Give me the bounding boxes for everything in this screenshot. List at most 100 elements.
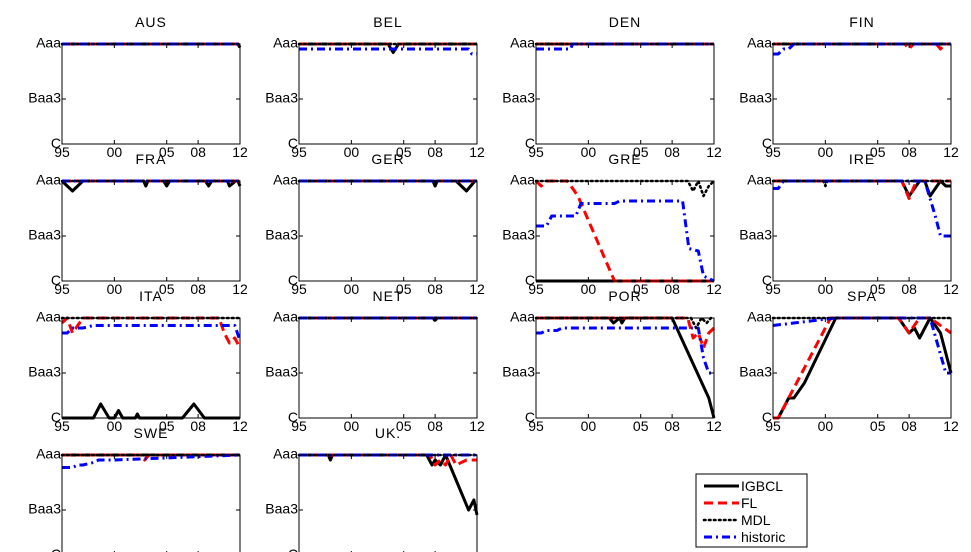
y-tick-label: Baa3 (265, 227, 298, 243)
series-group (534, 316, 716, 419)
series-group (60, 316, 242, 420)
x-tick-label: 95 (291, 281, 307, 297)
y-tick-label: Baa3 (265, 364, 298, 380)
series-group (771, 316, 953, 420)
y-tick-label: Aaa (273, 35, 298, 51)
panel-title: BEL (373, 14, 402, 30)
series-group (534, 42, 716, 51)
x-tick-label: 05 (633, 418, 649, 434)
x-tick-label: 00 (581, 281, 597, 297)
y-tick-label: C (762, 272, 772, 288)
y-tick-label: Baa3 (28, 364, 61, 380)
axes-frame (61, 317, 241, 419)
y-tick-label: Baa3 (502, 364, 535, 380)
series-line-historic (62, 324, 242, 341)
y-tick-label: C (525, 135, 535, 151)
panel-bel: BEL Aaa Baa3 C95 00 05 08 12 (265, 14, 485, 160)
y-tick-label: C (51, 409, 61, 425)
y-tick-label: Baa3 (502, 90, 535, 106)
x-tick-label: 00 (107, 144, 123, 160)
axes-frame (61, 180, 241, 282)
series-group (771, 179, 953, 238)
y-tick-label: Aaa (747, 172, 772, 188)
series-line-igbcl (773, 316, 953, 420)
x-tick-label: 08 (901, 144, 917, 160)
y-tick-label: Aaa (273, 172, 298, 188)
x-tick-label: 00 (581, 144, 597, 160)
x-tick-label: 08 (190, 144, 206, 160)
series-line-igbcl (299, 453, 479, 516)
y-tick-label: C (762, 409, 772, 425)
axes-frame (772, 180, 952, 282)
x-tick-label: 08 (427, 281, 443, 297)
y-tick-label: Aaa (36, 172, 61, 188)
panel-aus: AUS Aaa Baa3 C95 00 05 08 12 (28, 14, 248, 160)
y-tick-label: Baa3 (739, 364, 772, 380)
x-tick-label: 95 (54, 281, 70, 297)
series-group (297, 179, 479, 193)
series-group (60, 453, 242, 469)
x-tick-label: 00 (818, 144, 834, 160)
x-tick-label: 05 (870, 281, 886, 297)
x-tick-label: 95 (291, 418, 307, 434)
y-tick-label: C (525, 409, 535, 425)
x-tick-label: 00 (344, 418, 360, 434)
x-tick-label: 95 (291, 144, 307, 160)
y-tick-label: Aaa (36, 446, 61, 462)
y-tick-label: Aaa (36, 309, 61, 325)
y-tick-label: Aaa (510, 309, 535, 325)
panel-title: GER (371, 151, 404, 167)
series-group (297, 316, 479, 323)
y-tick-label: C (51, 272, 61, 288)
y-tick-label: Aaa (747, 35, 772, 51)
x-tick-label: 08 (427, 144, 443, 160)
y-tick-label: Baa3 (265, 501, 298, 517)
panel-fra: FRA Aaa Baa3 C95 00 05 08 12 (28, 151, 248, 297)
legend-label-historic: historic (741, 529, 785, 545)
panel-title: IRE (849, 151, 875, 167)
panel-title: FRA (136, 151, 167, 167)
y-tick-label: Baa3 (28, 227, 61, 243)
y-tick-label: Baa3 (739, 227, 772, 243)
panel-title: UK. (375, 425, 401, 441)
series-line-historic (62, 453, 241, 469)
x-tick-label: 12 (232, 418, 248, 434)
axes-frame (61, 43, 241, 145)
series-line-mdl (534, 179, 716, 198)
x-tick-label: 95 (54, 144, 70, 160)
x-tick-label: 12 (232, 144, 248, 160)
panel-den: DEN Aaa Baa3 C95 00 05 08 12 (502, 14, 722, 160)
panel-swe: SWEAaaBaa3C9500050812 (28, 425, 242, 552)
x-tick-label: 95 (765, 281, 781, 297)
x-tick-label: 05 (159, 418, 175, 434)
x-tick-label: 08 (427, 418, 443, 434)
x-tick-label: 05 (159, 281, 175, 297)
series-group (60, 179, 242, 193)
y-tick-label: Baa3 (28, 501, 61, 517)
series-group (534, 179, 716, 283)
x-tick-label: 08 (190, 418, 206, 434)
x-tick-label: 12 (232, 281, 248, 297)
axes-frame (535, 317, 715, 419)
series-line-fl (773, 316, 952, 420)
axes-frame (298, 317, 478, 419)
panel-title: SWE (134, 425, 169, 441)
x-tick-label: 05 (633, 144, 649, 160)
axes-frame (772, 43, 952, 145)
x-tick-label: 00 (344, 144, 360, 160)
x-tick-label: 95 (528, 418, 544, 434)
panel-title: DEN (609, 14, 642, 30)
x-tick-label: 08 (190, 281, 206, 297)
x-tick-label: 12 (469, 418, 485, 434)
axes-frame (535, 180, 715, 282)
panel-title: GRE (608, 151, 641, 167)
panel-title: POR (608, 288, 641, 304)
panel-title: ITA (139, 288, 163, 304)
axes-frame (298, 43, 478, 145)
series-line-historic (536, 199, 715, 283)
x-tick-label: 95 (765, 418, 781, 434)
series-group (771, 42, 953, 56)
x-tick-label: 08 (664, 144, 680, 160)
